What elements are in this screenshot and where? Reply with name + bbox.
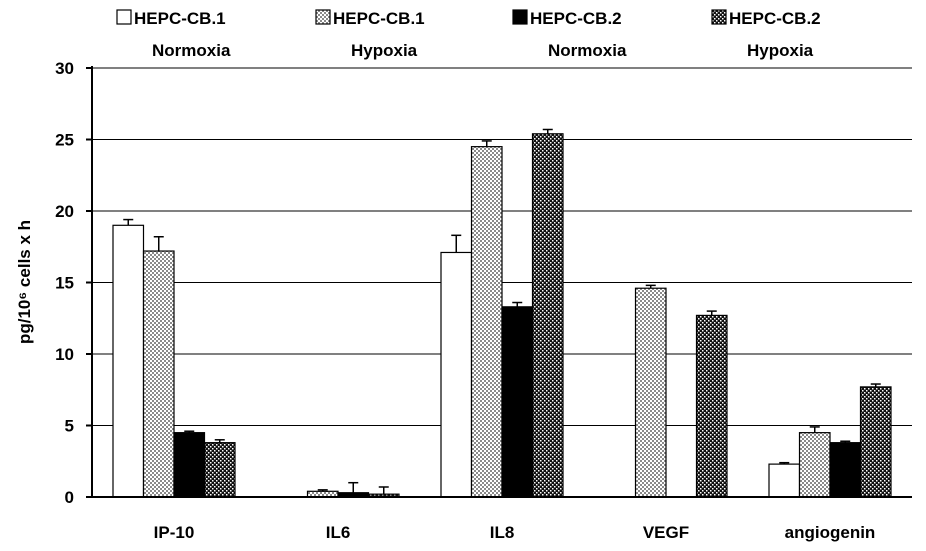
y-axis-label: pg/10⁶ cells x h — [15, 220, 34, 344]
x-tick-label-vegf: VEGF — [643, 523, 689, 542]
legend: HEPC-CB.1 Normoxia HEPC-CB.1 Hypoxia HEPC-CB… — [116, 9, 821, 60]
bar-ip-10-hepc-cb-1-hypoxia — [142, 250, 175, 498]
y-tick-label-5: 5 — [65, 417, 74, 436]
y-tick-label-0: 0 — [65, 488, 74, 507]
y-tick-label-20: 20 — [55, 202, 74, 221]
bar-angiogenin-hepc-cb-2-normoxia — [829, 442, 862, 498]
bar-angiogenin-hepc-cb-1-hypoxia — [798, 432, 831, 498]
legend-swatch-hepc-cb-2-hypoxia — [711, 9, 727, 25]
bar-ip-10-hepc-cb-2-hypoxia — [203, 442, 236, 498]
legend-label-hepc-cb-2-hypoxia-line2: Hypoxia — [747, 41, 814, 60]
x-tick-label-ip-10: IP-10 — [154, 523, 195, 542]
bar-il8-hepc-cb-2-normoxia — [501, 306, 534, 498]
bar-vegf-hepc-cb-2-hypoxia — [695, 314, 728, 498]
legend-label-hepc-cb-1-normoxia-line1: HEPC-CB.1 — [134, 9, 226, 28]
bar-angiogenin-hepc-cb-1-normoxia — [768, 463, 801, 498]
bar-ip-10-hepc-cb-1-normoxia — [112, 224, 145, 498]
y-tick-label-10: 10 — [55, 345, 74, 364]
bar-angiogenin-hepc-cb-2-hypoxia — [859, 386, 892, 498]
axes — [91, 66, 912, 498]
y-tick-label-15: 15 — [55, 274, 74, 293]
y-tick-label-30: 30 — [55, 59, 74, 78]
bar-il8-hepc-cb-2-hypoxia — [531, 133, 564, 498]
y-tick-label-25: 25 — [55, 131, 74, 150]
legend-swatch-hepc-cb-1-normoxia — [116, 9, 132, 25]
bars — [112, 128, 892, 498]
legend-label-hepc-cb-1-normoxia-line2: Normoxia — [152, 41, 231, 60]
legend-label-hepc-cb-2-normoxia-line1: HEPC-CB.2 — [530, 9, 622, 28]
y-tick-labels: 0 5 10 15 20 25 30 — [55, 59, 74, 507]
bar-il8-hepc-cb-1-hypoxia — [470, 146, 503, 498]
x-tick-label-angiogenin: angiogenin — [785, 523, 876, 542]
x-tick-labels: IP-10 IL6 IL8 VEGF angiogenin — [154, 523, 876, 542]
legend-swatch-hepc-cb-1-hypoxia — [315, 9, 331, 25]
bar-vegf-hepc-cb-1-hypoxia — [634, 287, 667, 498]
legend-label-hepc-cb-2-normoxia-line2: Normoxia — [548, 41, 627, 60]
legend-label-hepc-cb-2-hypoxia-line1: HEPC-CB.2 — [729, 9, 821, 28]
legend-swatch-hepc-cb-2-normoxia — [512, 9, 528, 25]
x-tick-label-il8: IL8 — [490, 523, 515, 542]
legend-label-hepc-cb-1-hypoxia-line1: HEPC-CB.1 — [333, 9, 425, 28]
legend-label-hepc-cb-1-hypoxia-line2: Hypoxia — [351, 41, 418, 60]
bar-il8-hepc-cb-1-normoxia — [440, 251, 473, 498]
bar-ip-10-hepc-cb-2-normoxia — [173, 432, 206, 498]
x-tick-label-il6: IL6 — [326, 523, 351, 542]
